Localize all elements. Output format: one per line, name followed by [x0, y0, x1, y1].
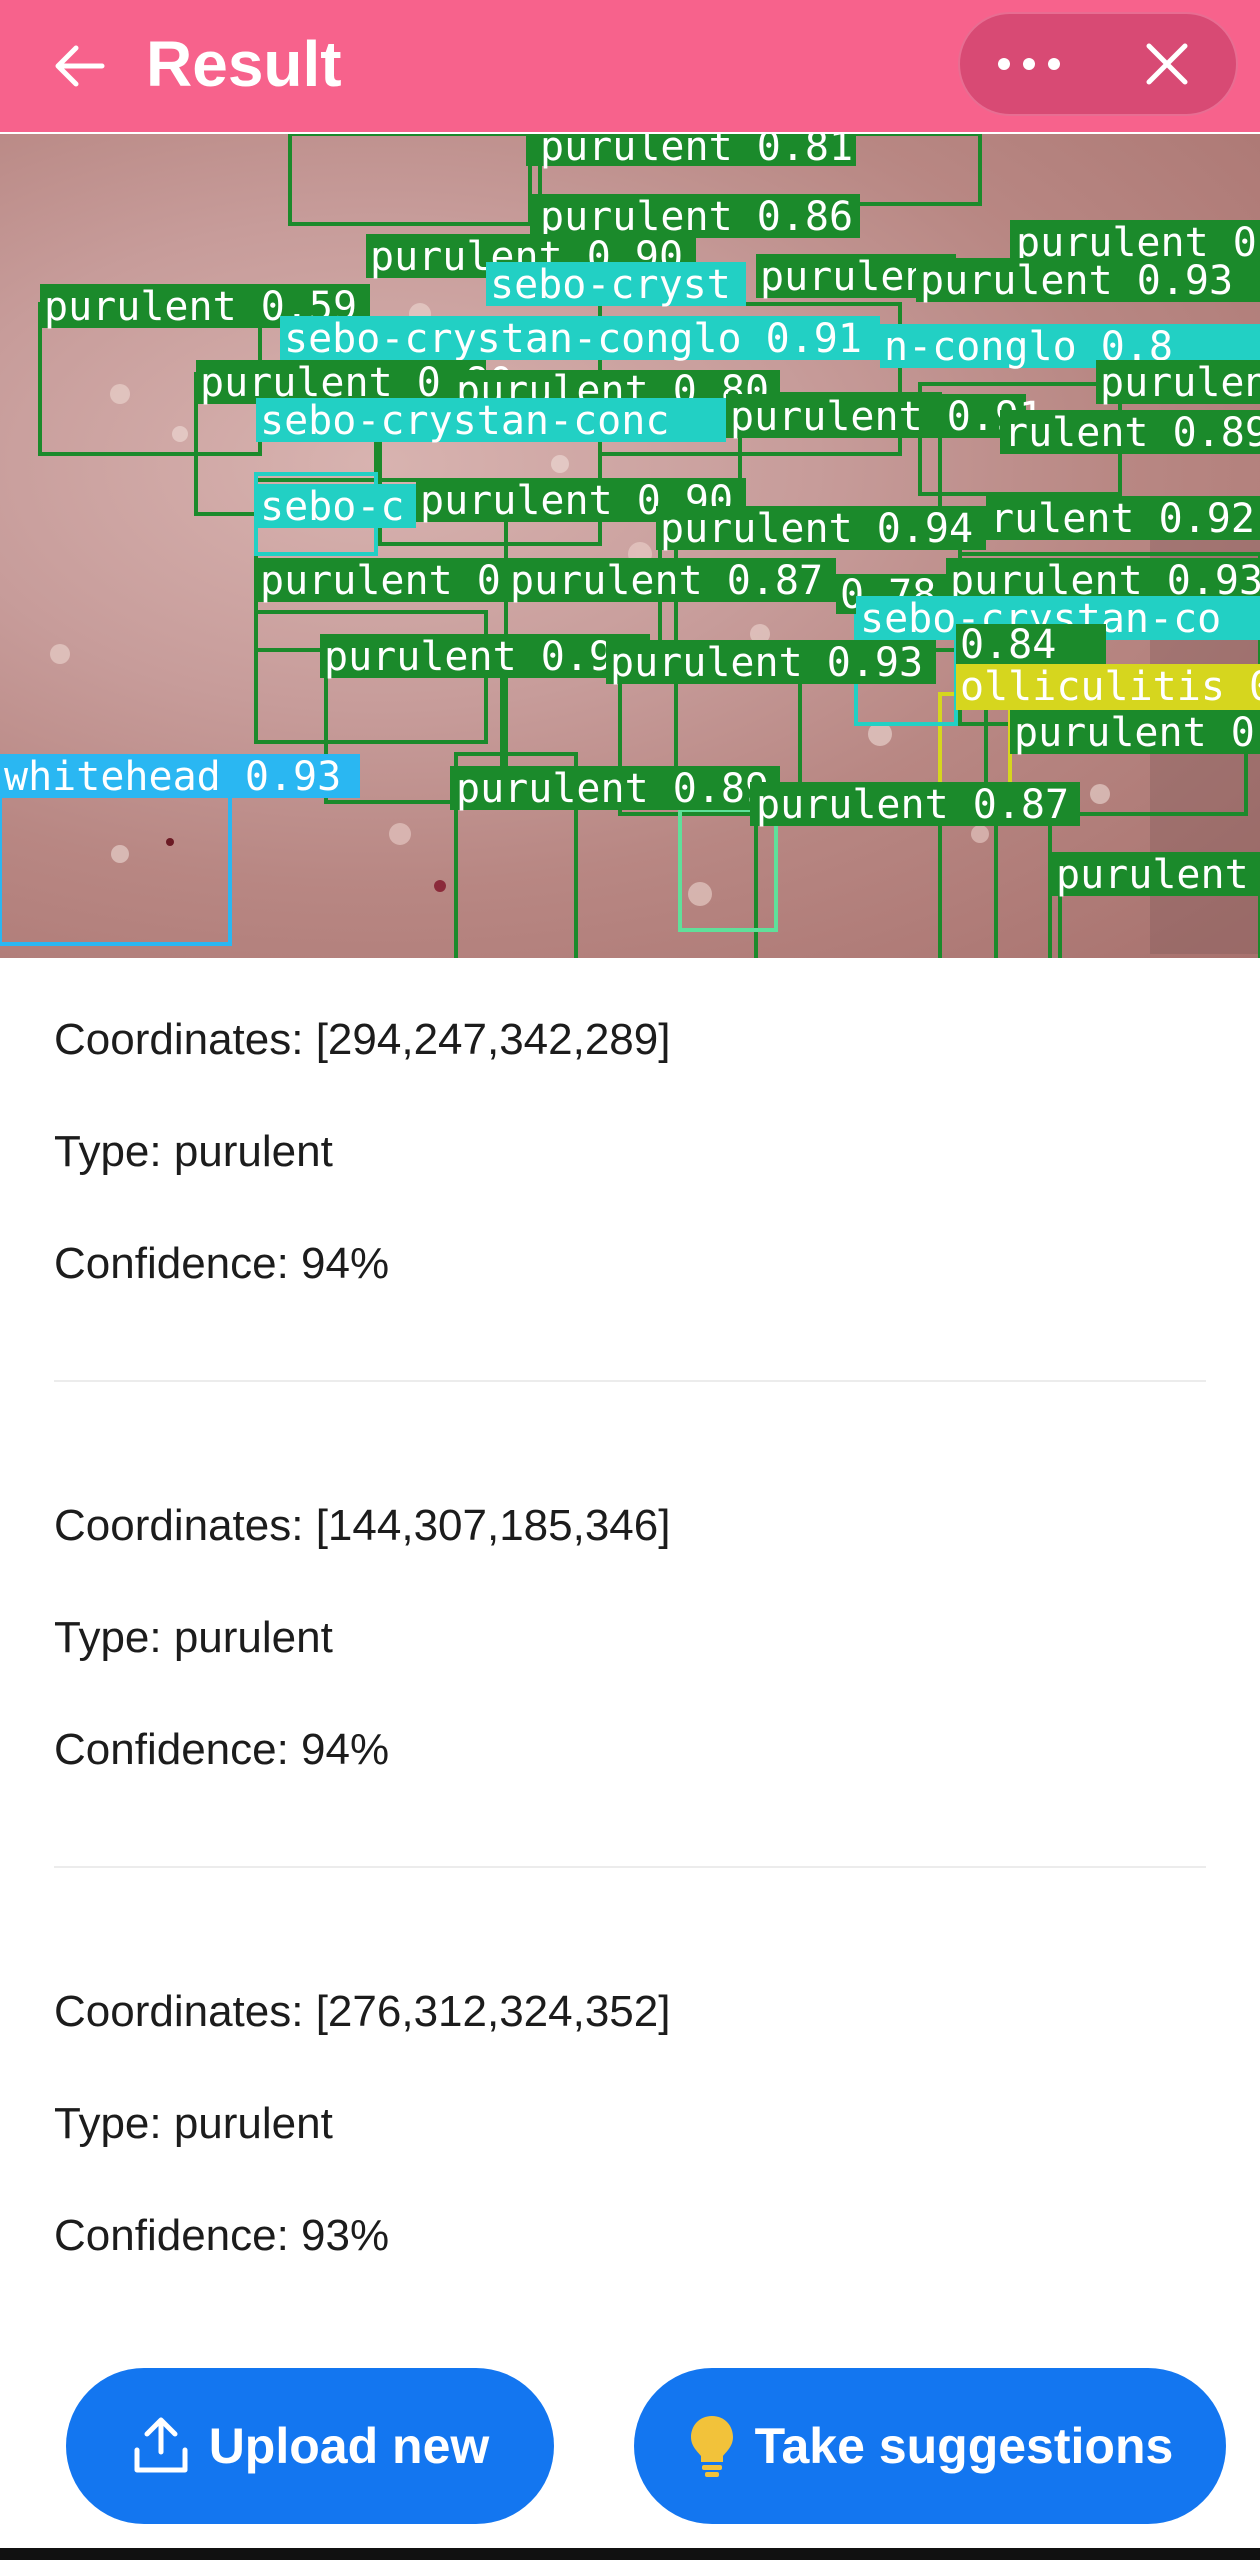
- detection-overlay: purulent 0.81 purulent 0.86 purulent 0.9…: [0, 134, 1260, 958]
- coordinates-text: Coordinates: [294,247,342,289]: [54, 1015, 671, 1064]
- detection-label: purulent 0.87: [756, 782, 1069, 828]
- list-item: Coordinates: [276,312,324,352] Type: pur…: [54, 1930, 1206, 2416]
- coordinates-text: Coordinates: [276,312,324,352]: [54, 1987, 671, 2036]
- upload-icon: [131, 2414, 191, 2478]
- detection-label: purulent 0.81: [540, 134, 853, 170]
- detection-label: sebo-cryst: [490, 262, 731, 308]
- result-image: purulent 0.81 purulent 0.86 purulent 0.9…: [0, 134, 1260, 958]
- bottom-action-bar: Upload new Take suggestions: [0, 2360, 1260, 2560]
- detection-list: Coordinates: [294,247,342,289] Type: pur…: [54, 958, 1206, 2416]
- list-item: Coordinates: [144,307,185,346] Type: pur…: [54, 1444, 1206, 1930]
- detection-label: sebo-crystan-conglo 0.91: [284, 316, 862, 362]
- list-item: Coordinates: [294,247,342,289] Type: pur…: [54, 958, 1206, 1444]
- close-icon: [1146, 43, 1188, 85]
- detection-label: purulent 0.87: [510, 558, 823, 604]
- arrow-left-icon: [55, 45, 105, 87]
- type-text: Type: purulent: [54, 1613, 333, 1662]
- detection-label: purulent 0: [260, 558, 501, 604]
- lightbulb-icon: [687, 2414, 737, 2478]
- confidence-text: Confidence: 93%: [54, 2211, 390, 2260]
- page-title: Result: [146, 28, 342, 100]
- detection-label: purulent 0.94: [660, 506, 973, 552]
- detection-label: purulen: [1100, 360, 1260, 406]
- detection-label: sebo-crystan-conc: [260, 398, 669, 444]
- mini-program-capsule: [958, 12, 1238, 116]
- upload-new-label: Upload new: [208, 2418, 490, 2474]
- detection-label: sebo-c: [260, 484, 405, 530]
- take-suggestions-button[interactable]: Take suggestions: [634, 2368, 1226, 2524]
- back-button[interactable]: [44, 30, 116, 102]
- divider: [54, 1866, 1206, 1868]
- detection-label: purulent 0.: [1014, 710, 1260, 756]
- system-nav-strip: [0, 2548, 1260, 2560]
- detection-label: purulent 0.93: [610, 640, 923, 686]
- detection-label: purulent 0.91: [730, 394, 1043, 440]
- divider: [54, 1380, 1206, 1382]
- type-text: Type: purulent: [54, 2099, 333, 2148]
- detection-label: purulent 0.86: [540, 194, 853, 240]
- confidence-text: Confidence: 94%: [54, 1725, 390, 1774]
- upload-new-button[interactable]: Upload new: [66, 2368, 554, 2524]
- detection-label: 0.84: [960, 622, 1056, 668]
- detection-label: rulent 0.89: [1004, 410, 1260, 456]
- detection-label: olliculitis 0.9: [960, 664, 1260, 710]
- detection-label: purulent 0.93: [920, 258, 1233, 304]
- detection-label: purulent 0.89: [456, 766, 769, 812]
- more-dots-icon: [998, 58, 1060, 70]
- detection-label: purulent 0.94: [324, 634, 637, 680]
- confidence-text: Confidence: 94%: [54, 1239, 390, 1288]
- header-bar: Result: [0, 0, 1260, 132]
- type-text: Type: purulent: [54, 1127, 333, 1176]
- take-suggestions-label: Take suggestions: [754, 2418, 1174, 2474]
- detection-label: whitehead 0.93: [4, 754, 341, 800]
- close-button[interactable]: [1098, 14, 1236, 114]
- detection-label: purulent: [1056, 852, 1249, 898]
- coordinates-text: Coordinates: [144,307,185,346]: [54, 1501, 671, 1550]
- detection-label: rulent 0.92: [990, 496, 1255, 542]
- more-button[interactable]: [960, 14, 1098, 114]
